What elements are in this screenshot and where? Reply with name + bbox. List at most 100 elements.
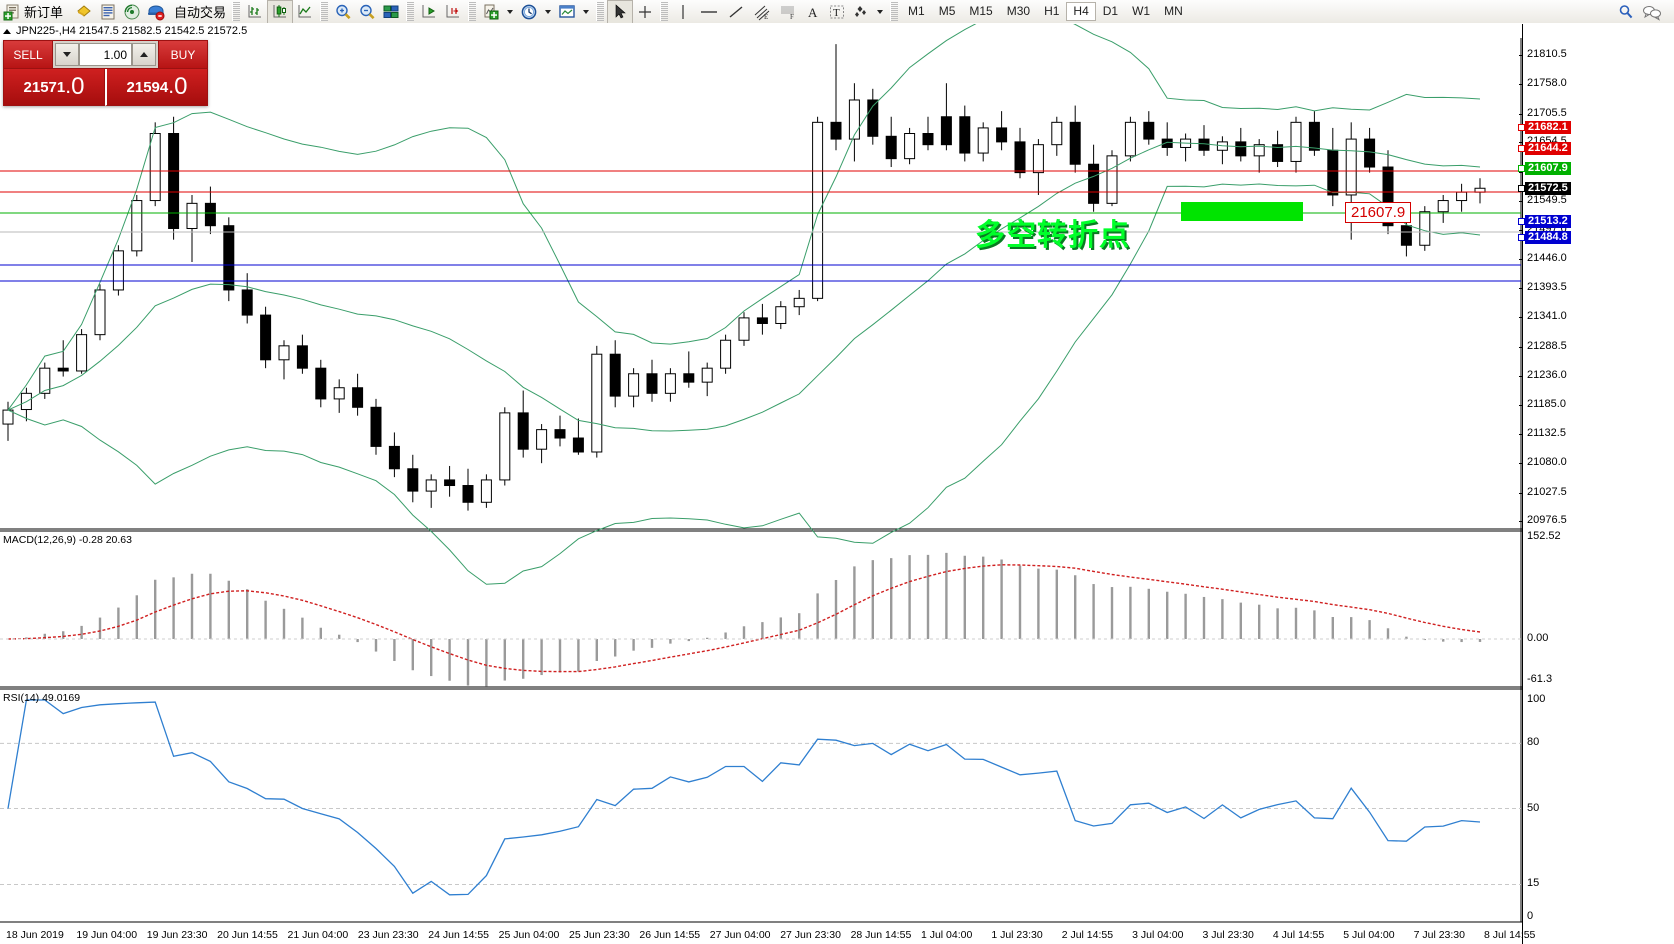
time-axis-tick: 3 Jul 04:00 bbox=[1132, 929, 1184, 941]
volume-increase-button[interactable] bbox=[132, 43, 156, 66]
text-label-button[interactable]: A bbox=[801, 1, 825, 23]
price-level-label-target-21607.9[interactable]: 21607.9 bbox=[1525, 162, 1571, 176]
time-scale[interactable]: 18 Jun 2019 19 Jun 04:00 19 Jun 23:30 20 Ju… bbox=[0, 927, 1535, 944]
price-level-label-support-21484.8[interactable]: 21484.8 bbox=[1525, 230, 1571, 244]
sell-price[interactable]: 21571 . 0 bbox=[3, 69, 105, 106]
candle-body-bearish bbox=[315, 367, 327, 400]
volume-input[interactable]: 1.00 bbox=[79, 43, 132, 66]
one-click-trading-panel[interactable]: SELL 1.00 BUY 21571 . 0 21594 . 0 bbox=[3, 40, 208, 106]
equidistant-channel-button[interactable]: E bbox=[749, 1, 775, 23]
volume-decrease-button[interactable] bbox=[55, 43, 79, 66]
chart-shift-button[interactable] bbox=[417, 1, 441, 23]
candle-body-bearish bbox=[940, 116, 952, 146]
sell-button[interactable]: SELL bbox=[3, 40, 53, 69]
sell-button-label: SELL bbox=[13, 47, 43, 62]
collapse-triangle-icon[interactable] bbox=[3, 28, 11, 34]
expert-advisors-button[interactable] bbox=[72, 1, 96, 23]
autotrading-button[interactable] bbox=[144, 1, 168, 23]
chart-annotation[interactable]: 多空转折点 bbox=[975, 219, 1130, 252]
candle-body-bearish bbox=[830, 121, 842, 140]
timeframe-w1[interactable]: W1 bbox=[1132, 4, 1151, 18]
chart-area[interactable]: JPN225-,H4 21547.5 21582.5 21542.5 21572… bbox=[0, 23, 1674, 944]
crosshair-button[interactable] bbox=[633, 1, 657, 23]
indicators-button[interactable] bbox=[479, 1, 503, 23]
new-order-icon bbox=[3, 4, 19, 20]
chat-button[interactable] bbox=[1638, 1, 1666, 23]
price-scale[interactable]: 21810.521758.021705.521654.521602.021549… bbox=[1518, 24, 1674, 944]
price-level-handle[interactable] bbox=[1518, 144, 1525, 152]
candle-body-bullish bbox=[536, 429, 548, 450]
candlestick-chart-button[interactable] bbox=[267, 0, 294, 24]
volume-stepper[interactable]: 1.00 bbox=[53, 40, 158, 69]
timeframe-mn[interactable]: MN bbox=[1164, 4, 1183, 18]
new-order-button[interactable]: 新订单 bbox=[0, 1, 66, 23]
tile-windows-button[interactable] bbox=[379, 1, 403, 23]
timeframe-h4[interactable]: H4 bbox=[1066, 2, 1096, 21]
fibonacci-button[interactable]: F bbox=[775, 1, 801, 23]
volume-value: 1.00 bbox=[103, 47, 127, 62]
period-button[interactable] bbox=[517, 1, 541, 23]
pane-borders bbox=[0, 38, 1522, 923]
shapes-chevron-down-icon[interactable] bbox=[877, 9, 884, 14]
timeframe-h1[interactable]: H1 bbox=[1044, 4, 1060, 18]
rsi-pane-label: RSI(14) 49.0169 bbox=[3, 692, 81, 704]
line-chart-button[interactable] bbox=[293, 1, 317, 23]
price-level-label-resistance-21644.2[interactable]: 21644.2 bbox=[1525, 141, 1571, 155]
horizontal-line-button[interactable] bbox=[695, 1, 723, 23]
candlestick-chart-icon bbox=[273, 4, 287, 17]
candle-body-bearish bbox=[646, 373, 658, 394]
search-button[interactable] bbox=[1614, 1, 1638, 23]
time-axis-tick: 3 Jul 23:30 bbox=[1202, 929, 1254, 941]
templates-button[interactable] bbox=[555, 1, 579, 23]
period-chevron-down-icon[interactable] bbox=[545, 9, 552, 14]
cursor-button[interactable] bbox=[607, 0, 634, 24]
period-icon bbox=[521, 4, 537, 19]
zoom-out-button[interactable] bbox=[355, 1, 379, 23]
timeframe-m1[interactable]: M1 bbox=[908, 4, 925, 18]
target-zone-box[interactable] bbox=[1181, 202, 1303, 221]
candle-body-bearish bbox=[609, 353, 621, 397]
sell-price-fraction: 0 bbox=[71, 73, 85, 100]
timeframe-m5[interactable]: M5 bbox=[938, 4, 956, 18]
time-axis-tick: 20 Jun 14:55 bbox=[217, 929, 278, 941]
candle-body-bullish bbox=[591, 353, 603, 453]
candle-body-bearish bbox=[168, 133, 180, 229]
price-level-label-last-price-21572.5[interactable]: 21572.5 bbox=[1525, 181, 1571, 195]
indicators-chevron-down-icon[interactable] bbox=[507, 9, 514, 14]
signals-button[interactable] bbox=[120, 1, 144, 23]
candle-body-bearish bbox=[1143, 121, 1155, 140]
buy-button[interactable]: BUY bbox=[158, 40, 208, 69]
price-axis-tick: 21549.5 bbox=[1527, 193, 1567, 206]
timeframe-m30[interactable]: M30 bbox=[1006, 4, 1031, 18]
candle-body-bearish bbox=[407, 468, 419, 492]
trendline-button[interactable] bbox=[723, 1, 749, 23]
text-button[interactable]: T bbox=[825, 1, 849, 23]
chart-canvas[interactable] bbox=[0, 24, 1674, 944]
price-level-handle[interactable] bbox=[1518, 233, 1525, 241]
cursor-icon bbox=[615, 3, 626, 18]
zoom-in-button[interactable] bbox=[331, 1, 355, 23]
bar-chart-button[interactable] bbox=[243, 1, 267, 23]
autotrading-label-wrap[interactable]: 自动交易 bbox=[168, 1, 229, 23]
candle-body-bullish bbox=[904, 133, 916, 160]
price-level-handle[interactable] bbox=[1518, 123, 1525, 131]
timeframe-m15[interactable]: M15 bbox=[969, 4, 993, 18]
price-axis-tickmark bbox=[1519, 113, 1523, 115]
time-axis-tick: 4 Jul 14:55 bbox=[1272, 929, 1325, 941]
price-axis-tick: 20976.5 bbox=[1527, 514, 1567, 526]
timeframe-d1[interactable]: D1 bbox=[1102, 4, 1119, 18]
price-level-label-resistance-21682.1[interactable]: 21682.1 bbox=[1525, 120, 1571, 134]
data-window-button[interactable] bbox=[96, 1, 120, 23]
templates-chevron-down-icon[interactable] bbox=[583, 9, 590, 14]
price-level-handle[interactable] bbox=[1518, 218, 1525, 226]
tile-windows-icon bbox=[383, 5, 399, 18]
price-level-handle[interactable] bbox=[1518, 184, 1525, 192]
price-level-label-support-21513.2[interactable]: 21513.2 bbox=[1525, 215, 1571, 229]
price-level-handle[interactable] bbox=[1518, 165, 1525, 173]
chat-icon bbox=[1643, 5, 1661, 21]
price-axis-tickmark bbox=[1519, 463, 1523, 465]
buy-price[interactable]: 21594 . 0 bbox=[105, 69, 208, 106]
vertical-line-button[interactable] bbox=[671, 1, 695, 23]
shapes-button[interactable] bbox=[849, 1, 873, 23]
auto-scroll-button[interactable] bbox=[441, 1, 465, 23]
